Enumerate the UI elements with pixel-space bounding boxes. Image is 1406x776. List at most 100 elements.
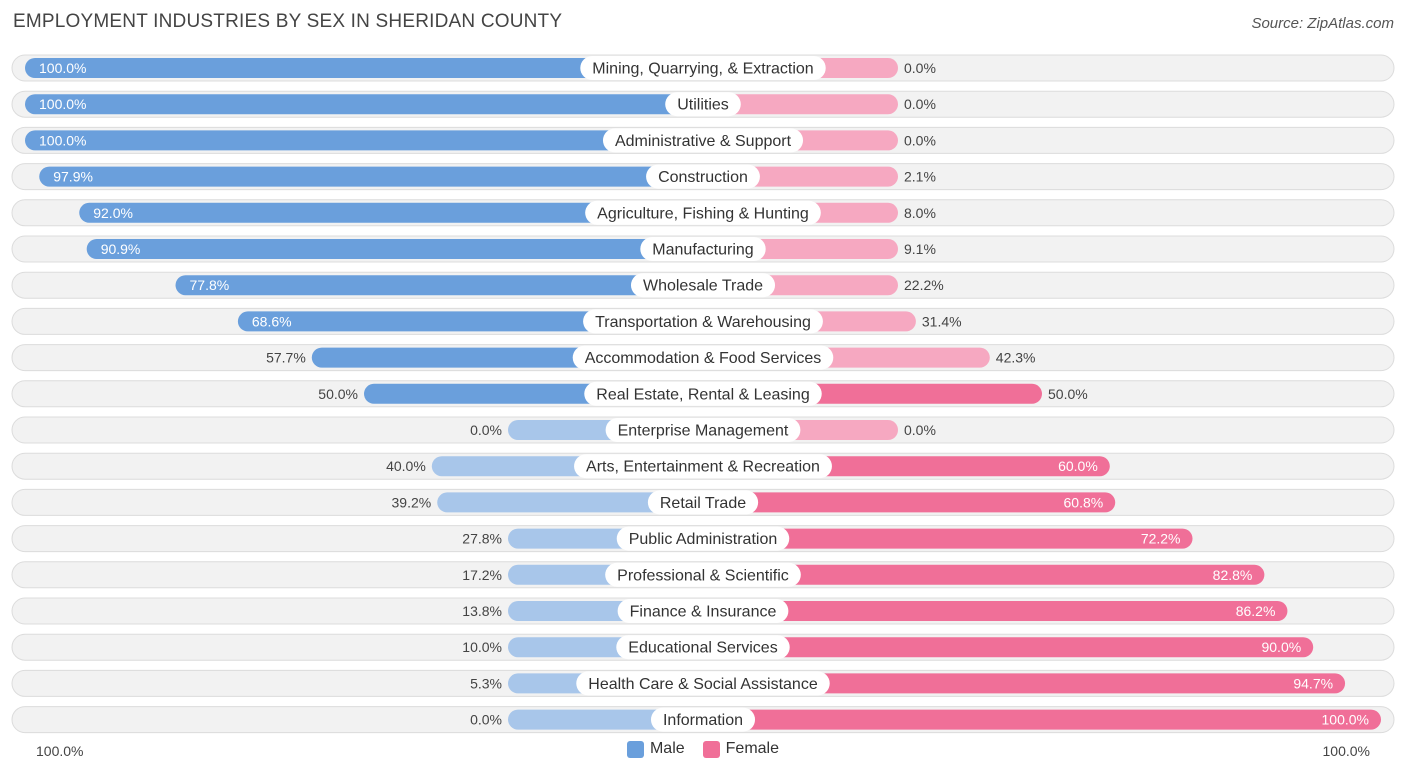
male-value-label: 0.0% bbox=[470, 712, 502, 728]
male-value-label: 90.9% bbox=[101, 241, 141, 257]
bar-row: Administrative & Support 100.0% 0.0% bbox=[11, 126, 1395, 154]
male-value-label: 100.0% bbox=[39, 96, 86, 112]
female-value-label: 42.3% bbox=[996, 350, 1036, 366]
bar-row: Manufacturing 90.9% 9.1% bbox=[11, 235, 1395, 263]
category-label-bg bbox=[665, 92, 741, 117]
male-value-label: 13.8% bbox=[462, 603, 502, 619]
category-label: Health Care & Social Assistance bbox=[588, 676, 818, 693]
male-bar[interactable] bbox=[437, 492, 703, 513]
category-label-bg bbox=[602, 128, 804, 153]
category-label: Construction bbox=[658, 169, 748, 186]
category-label: Agriculture, Fishing & Hunting bbox=[597, 205, 809, 222]
female-value-label: 9.1% bbox=[904, 241, 936, 257]
axis-right-label: 100.0% bbox=[1322, 743, 1370, 759]
category-label-bg bbox=[630, 273, 776, 298]
male-value-label: 97.9% bbox=[53, 169, 93, 185]
category-label: Transportation & Warehousing bbox=[595, 314, 811, 331]
male-bar[interactable] bbox=[86, 239, 703, 259]
bar-row: Accommodation & Food Services 57.7% 42.3% bbox=[11, 344, 1395, 372]
female-value-label: 0.0% bbox=[904, 422, 936, 438]
male-bar[interactable] bbox=[39, 166, 704, 187]
category-label-bg bbox=[585, 200, 821, 225]
female-value-label: 72.2% bbox=[1141, 531, 1181, 547]
bar-row: Professional & Scientific 17.2% 82.8% bbox=[11, 561, 1395, 589]
female-bar[interactable] bbox=[703, 709, 1381, 730]
source-label: Source: ZipAtlas.com bbox=[1251, 15, 1394, 32]
category-label-bg bbox=[605, 562, 801, 587]
female-value-label: 60.0% bbox=[1058, 458, 1098, 474]
category-label-bg bbox=[605, 418, 801, 442]
bar-row: Construction 97.9% 2.1% bbox=[11, 163, 1395, 191]
male-value-label: 5.3% bbox=[470, 675, 502, 691]
category-label-bg bbox=[616, 635, 790, 660]
male-value-label: 92.0% bbox=[93, 205, 133, 221]
male-bar[interactable] bbox=[79, 202, 704, 223]
bar-row: Information 0.0% 100.0% bbox=[11, 706, 1395, 734]
male-bar[interactable] bbox=[25, 58, 703, 78]
female-value-label: 90.0% bbox=[1261, 639, 1301, 655]
legend-item-male[interactable]: Male bbox=[626, 740, 685, 758]
category-label-bg bbox=[580, 56, 826, 80]
bar-row: Agriculture, Fishing & Hunting 92.0% 8.0% bbox=[11, 199, 1395, 227]
male-value-label: 68.6% bbox=[252, 313, 292, 329]
bar-row: Transportation & Warehousing 68.6% 31.4% bbox=[11, 307, 1395, 335]
category-label-bg bbox=[616, 526, 790, 551]
female-bar[interactable] bbox=[703, 637, 1314, 658]
category-label-bg bbox=[617, 599, 789, 623]
legend: Male Female bbox=[0, 740, 1406, 758]
bar-row: Educational Services 10.0% 90.0% bbox=[11, 633, 1395, 661]
category-label: Public Administration bbox=[629, 531, 778, 548]
female-bar[interactable] bbox=[703, 94, 898, 115]
female-value-label: 100.0% bbox=[1322, 712, 1369, 728]
female-value-label: 0.0% bbox=[904, 60, 936, 76]
female-value-label: 2.1% bbox=[904, 169, 936, 185]
bar-row: Retail Trade 39.2% 60.8% bbox=[11, 488, 1395, 516]
male-value-label: 17.2% bbox=[462, 567, 502, 583]
female-value-label: 60.8% bbox=[1064, 494, 1104, 510]
male-bar[interactable] bbox=[25, 130, 703, 151]
female-value-label: 0.0% bbox=[904, 96, 936, 112]
bar-row: Health Care & Social Assistance 5.3% 94.7% bbox=[11, 669, 1395, 697]
category-label-bg bbox=[584, 381, 822, 406]
bar-row: Public Administration 27.8% 72.2% bbox=[11, 525, 1395, 553]
female-value-label: 8.0% bbox=[904, 205, 936, 221]
male-value-label: 10.0% bbox=[462, 639, 502, 655]
legend-label-male: Male bbox=[649, 740, 685, 757]
female-value-label: 0.0% bbox=[904, 132, 936, 148]
legend-label-female: Female bbox=[725, 740, 780, 757]
male-value-label: 57.7% bbox=[266, 350, 306, 366]
category-label-bg bbox=[576, 671, 830, 696]
category-label: Enterprise Management bbox=[618, 423, 789, 440]
category-label-bg bbox=[646, 164, 760, 189]
category-label: Utilities bbox=[677, 97, 729, 114]
bar-row: Mining, Quarrying, & Extraction 100.0% 0.0… bbox=[11, 54, 1395, 82]
diverging-bar-chart: Mining, Quarrying, & Extraction 100.0% 0.0… bbox=[11, 54, 1395, 734]
category-label-bg bbox=[572, 345, 834, 370]
category-label: Information bbox=[663, 712, 743, 729]
legend-item-female[interactable]: Female bbox=[702, 740, 780, 758]
male-value-label: 77.8% bbox=[190, 277, 230, 293]
male-bar[interactable] bbox=[25, 94, 703, 115]
female-bar[interactable] bbox=[703, 673, 1346, 694]
category-label: Wholesale Trade bbox=[643, 278, 763, 295]
female-bar[interactable] bbox=[703, 528, 1193, 549]
category-label-bg bbox=[574, 454, 832, 479]
category-label-bg bbox=[647, 490, 759, 515]
female-value-label: 50.0% bbox=[1048, 386, 1088, 402]
male-value-label: 100.0% bbox=[39, 132, 86, 148]
female-value-label: 94.7% bbox=[1293, 675, 1333, 691]
bar-row: Utilities 100.0% 0.0% bbox=[11, 90, 1395, 118]
male-value-label: 27.8% bbox=[462, 531, 502, 547]
category-label: Arts, Entertainment & Recreation bbox=[586, 459, 820, 476]
female-bar[interactable] bbox=[703, 564, 1265, 585]
male-bar[interactable] bbox=[175, 275, 704, 296]
bar-row: Finance & Insurance 13.8% 86.2% bbox=[11, 597, 1395, 625]
male-value-label: 40.0% bbox=[386, 458, 426, 474]
female-value-label: 22.2% bbox=[904, 277, 944, 293]
bar-row: Wholesale Trade 77.8% 22.2% bbox=[11, 271, 1395, 299]
category-label: Manufacturing bbox=[652, 242, 753, 259]
category-label: Retail Trade bbox=[660, 495, 746, 512]
female-bar[interactable] bbox=[703, 492, 1116, 513]
female-bar[interactable] bbox=[703, 601, 1288, 621]
axis-left-label: 100.0% bbox=[36, 743, 84, 759]
